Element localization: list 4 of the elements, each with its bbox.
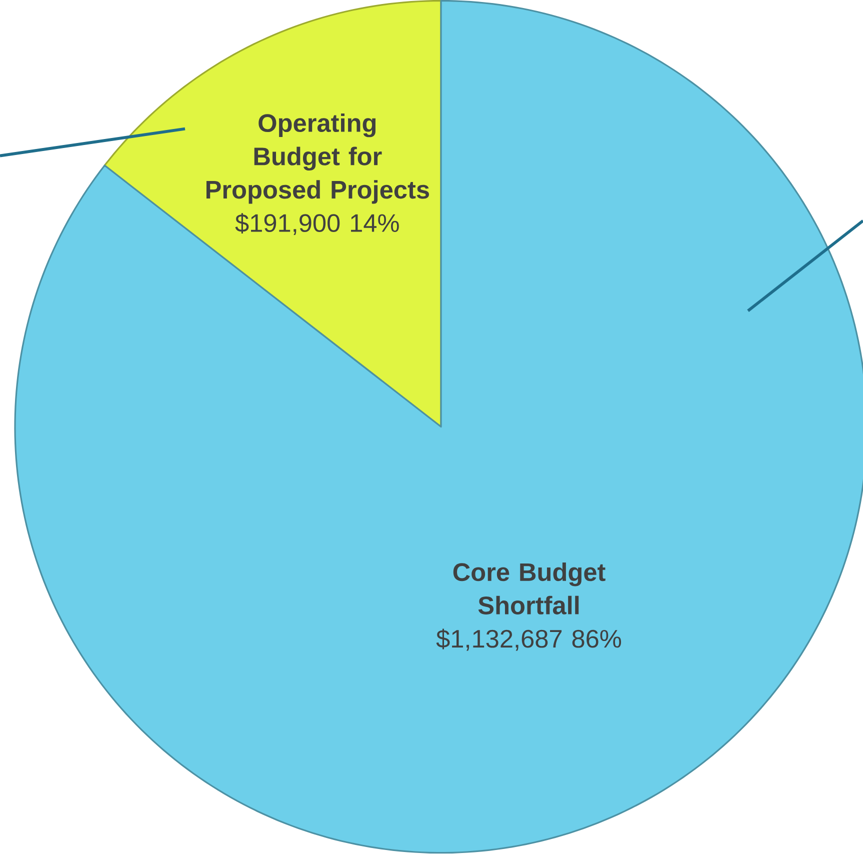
slice-label: Operating Budget for Proposed Projects bbox=[206, 114, 429, 204]
data-label: $1,132,687 86% bbox=[436, 628, 622, 651]
data-label: $191,900 14% bbox=[235, 213, 399, 236]
slice-label: Core Budget Shortfall bbox=[453, 562, 606, 615]
